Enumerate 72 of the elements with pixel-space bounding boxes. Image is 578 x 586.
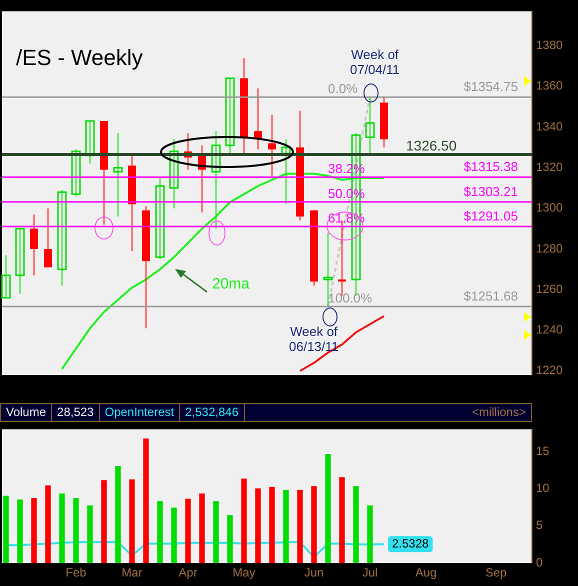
y-tick-label: 5 — [536, 518, 543, 532]
ref-line-label: $1354.75 — [464, 79, 518, 94]
bar — [157, 500, 163, 563]
text: 2,532,846 — [180, 404, 244, 421]
bar — [31, 498, 37, 563]
text: OpenInterest — [100, 404, 180, 421]
bar — [87, 505, 93, 563]
y-tick-label: 1260 — [536, 282, 564, 296]
bar — [171, 508, 177, 563]
ref-line-label: $1251.68 — [464, 288, 518, 304]
annotation: 1326.50 — [406, 137, 457, 154]
y-tick-label: 1320 — [536, 160, 564, 174]
y-tick-label: 1340 — [536, 119, 564, 134]
candlestick — [57, 190, 67, 286]
annotation: 100.0% — [328, 290, 373, 306]
candlestick — [85, 120, 95, 164]
data-label: 2.5328 — [392, 536, 430, 550]
x-tick-label: Apr — [178, 566, 198, 580]
bar — [185, 498, 191, 563]
bar — [213, 500, 219, 563]
bar — [241, 478, 247, 563]
y-tick-label: 15 — [536, 444, 550, 458]
bar — [17, 499, 23, 563]
y-tick-label: 1280 — [536, 241, 564, 256]
y-tick-label: 10 — [536, 480, 550, 495]
x-tick-label: Aug — [415, 566, 437, 580]
bar — [255, 488, 261, 563]
bar — [115, 466, 121, 563]
text: <millions> — [470, 404, 527, 421]
annotation: Week of 07/04/11 — [350, 47, 400, 77]
y-tick-label: 1360 — [536, 78, 564, 93]
bar — [339, 477, 345, 563]
y-tick-label: 1240 — [536, 322, 564, 337]
candlestick — [1, 255, 11, 299]
bar — [311, 486, 317, 563]
text: Volume — [1, 404, 52, 421]
x-tick-label: Jun — [304, 566, 324, 580]
x-tick-label: Mar — [122, 566, 142, 580]
x-tick-label: Jul — [362, 566, 378, 580]
bar — [325, 454, 331, 563]
bar — [269, 486, 275, 563]
ref-line-label: $1303.21 — [464, 184, 518, 199]
y-tick-label: 1300 — [536, 200, 564, 215]
bar — [143, 438, 149, 563]
y-tick-label: 1380 — [536, 38, 564, 52]
bar — [129, 479, 135, 563]
candlestick — [225, 78, 235, 154]
x-tick-label: Sep — [485, 566, 507, 580]
bar — [45, 485, 51, 563]
candlestick — [155, 178, 165, 260]
x-tick-label: May — [232, 566, 256, 580]
text: 28,523 — [52, 404, 100, 421]
y-tick-label: 0 — [536, 555, 543, 570]
bar — [3, 496, 9, 563]
bar — [353, 486, 359, 563]
candlestick — [15, 228, 25, 294]
y-tick-label: 1220 — [536, 363, 564, 378]
bar — [59, 494, 65, 563]
ref-line-label: $1291.05 — [464, 208, 518, 224]
text: 20ma — [212, 275, 250, 292]
bar — [297, 490, 303, 563]
x-tick-label: Feb — [66, 566, 87, 580]
bar — [73, 498, 79, 563]
text: /ES - Weekly — [16, 45, 143, 70]
bar — [283, 490, 289, 563]
ref-line-label: $1315.38 — [464, 159, 518, 174]
annotation: 0.0% — [328, 81, 358, 96]
bar — [199, 494, 205, 563]
bar — [101, 480, 107, 563]
bar — [367, 505, 373, 563]
bar — [227, 515, 233, 563]
annotation: Week of 06/13/11 — [289, 324, 339, 354]
